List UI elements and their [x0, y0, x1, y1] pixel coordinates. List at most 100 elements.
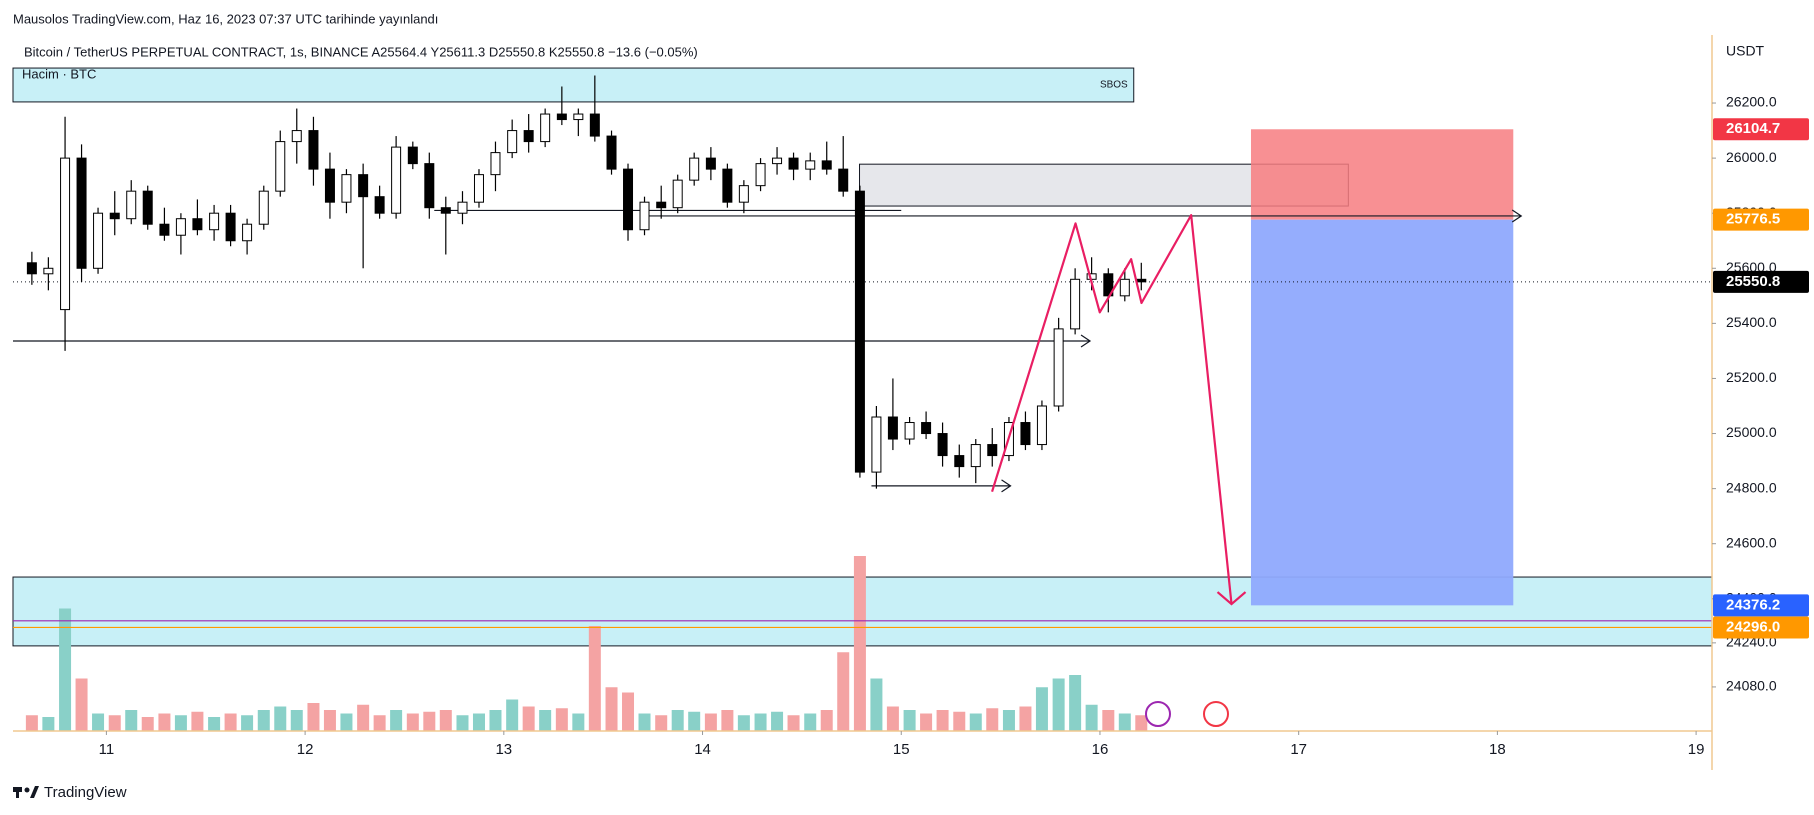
candle-body	[722, 168, 733, 203]
candle-body	[887, 416, 898, 440]
candle-body	[755, 163, 766, 187]
price-label: 24296.0	[1726, 618, 1780, 635]
volume-bar	[25, 715, 38, 731]
candle-body	[656, 201, 667, 209]
volume-bar	[853, 556, 866, 731]
candle-body	[1020, 422, 1031, 446]
volume-bar	[522, 706, 535, 731]
candle-body	[838, 168, 849, 192]
volume-bar	[42, 717, 55, 731]
volume-bar	[539, 710, 552, 731]
candle-body	[358, 174, 369, 198]
candle-body	[705, 157, 716, 170]
candle-body	[440, 207, 451, 214]
candle-body	[225, 212, 236, 242]
price-label-bg	[1713, 270, 1809, 293]
y-tick-label: 26200.0	[1726, 94, 1777, 110]
volume-bar	[588, 626, 601, 731]
candle-body	[937, 433, 948, 457]
volume-bar	[1069, 675, 1082, 731]
candle-body	[772, 157, 783, 165]
volume-bar	[506, 699, 519, 731]
candle-body	[242, 223, 253, 242]
candle-body	[490, 152, 501, 176]
volume-bar	[1135, 715, 1148, 731]
candle-body	[954, 455, 965, 468]
candle-body	[209, 212, 220, 231]
price-label: 25776.5	[1726, 211, 1780, 228]
volume-bar	[754, 713, 767, 731]
price-label-bg	[1713, 208, 1809, 231]
candle-body	[76, 157, 87, 269]
candle-body	[159, 223, 170, 236]
volume-bar	[622, 692, 635, 731]
candle-body	[258, 190, 269, 225]
candle-body	[623, 168, 634, 231]
candle-body	[788, 157, 799, 170]
candle-body	[26, 262, 37, 275]
candle-body	[457, 201, 468, 214]
candle-body	[606, 135, 617, 170]
price-label: 25550.8	[1726, 273, 1780, 290]
candle-body	[672, 179, 683, 209]
zigzag	[991, 214, 1233, 605]
price-label-bg	[1713, 616, 1809, 639]
volume-bar	[1035, 687, 1048, 731]
y-tick-label: 25000.0	[1726, 424, 1777, 440]
footer: TradingView	[44, 784, 127, 801]
volume-bar	[903, 710, 916, 731]
volume-bar	[638, 713, 651, 731]
volume-bar	[969, 713, 982, 731]
candle-body	[970, 444, 981, 468]
volume-bar	[92, 713, 105, 731]
candle-body	[805, 160, 816, 170]
x-tick-label: 12	[297, 741, 314, 758]
candle-body	[987, 444, 998, 457]
volume-bar	[1118, 713, 1131, 731]
volume-bar	[373, 715, 386, 731]
candle-body	[424, 163, 435, 209]
price-label: 24376.2	[1726, 596, 1780, 613]
arrow-head	[1001, 479, 1012, 493]
position-target	[1250, 219, 1514, 606]
volume-bar	[174, 715, 187, 731]
candle-body	[60, 157, 71, 311]
volume-bar	[489, 710, 502, 731]
volume-bar	[439, 710, 452, 731]
volume-bar	[1102, 710, 1115, 731]
candle-body	[1053, 328, 1064, 407]
price-label-bg	[1713, 594, 1809, 617]
volume-bar	[804, 713, 817, 731]
zone	[12, 67, 1135, 103]
candle-body	[1136, 278, 1147, 283]
candle-body	[142, 190, 153, 225]
volume-bar	[870, 678, 883, 731]
volume-bar	[75, 678, 88, 731]
candle-body	[921, 422, 932, 435]
volume-bar	[59, 608, 72, 731]
logo	[13, 786, 39, 798]
candle-body	[639, 201, 650, 231]
candle-body	[689, 157, 700, 181]
price-label: 26104.7	[1726, 120, 1780, 137]
y-tick-label: 24600.0	[1726, 534, 1777, 550]
volume-bar	[936, 710, 949, 731]
volume-bar	[208, 717, 221, 731]
volume-bar	[688, 711, 701, 731]
volume-bar	[423, 711, 436, 731]
position-stop	[1250, 129, 1514, 220]
volume-title: Hacim · BTC	[22, 66, 96, 81]
x-tick-label: 15	[893, 741, 910, 758]
candle-body	[175, 218, 186, 236]
event-icon	[1203, 701, 1229, 727]
candle-body	[507, 130, 518, 154]
candle-body	[374, 196, 385, 214]
volume-bar	[572, 713, 585, 731]
volume-bar	[704, 713, 717, 731]
volume-bar	[886, 706, 899, 731]
volume-bar	[108, 715, 121, 731]
y-tick-label: 25200.0	[1726, 369, 1777, 385]
x-tick-label: 14	[694, 741, 711, 758]
volume-bar	[820, 710, 833, 731]
volume-bar	[771, 711, 784, 731]
